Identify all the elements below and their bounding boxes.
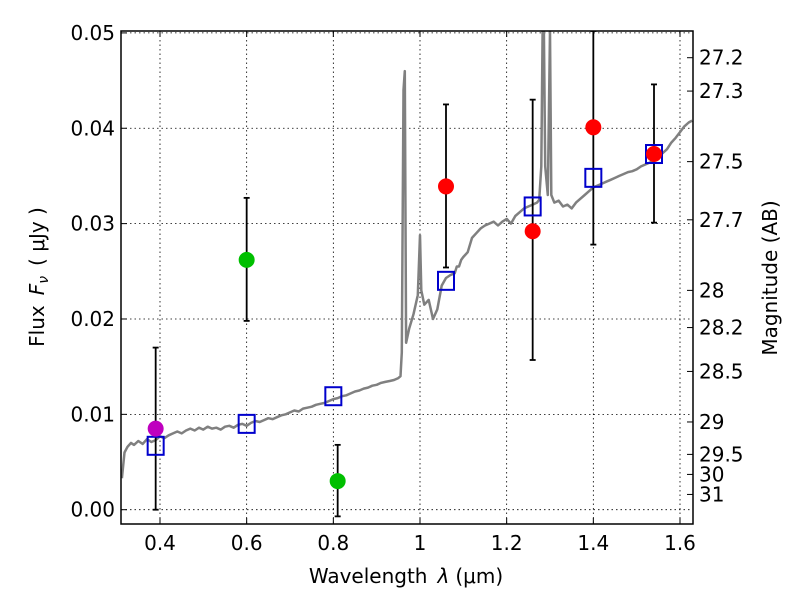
- y-tick-label: 0.04: [70, 116, 115, 140]
- x-tick-label: 1.4: [577, 531, 609, 555]
- magnitude-tick-label: 27.2: [699, 46, 744, 70]
- observed-point: [329, 473, 346, 490]
- magnitude-tick-label: 27.3: [699, 79, 744, 103]
- x-tick-label: 0.6: [231, 531, 263, 555]
- model-band-square: [324, 386, 343, 407]
- observed-point: [524, 223, 541, 240]
- y-tick-label: 0.01: [70, 402, 115, 426]
- y-axis-subscript: ν: [36, 276, 52, 284]
- x-tick-label: 1: [414, 531, 427, 555]
- y2-axis-label: Magnitude (AB): [758, 200, 782, 355]
- model-band-square: [237, 413, 256, 434]
- spectrum-line: [121, 31, 693, 479]
- y-tick-label: 0.05: [70, 21, 115, 45]
- magnitude-tick-label: 29.5: [699, 442, 744, 466]
- x-tick-label: 0.8: [317, 531, 349, 555]
- magnitude-tick-label: 27.5: [699, 150, 744, 174]
- observed-point: [585, 119, 602, 136]
- x-tick-label: 1.2: [491, 531, 523, 555]
- magnitude-tick-label: 28.2: [699, 316, 744, 340]
- x-axis-ticks: 0.4 0.6 0.8 1 1.2 1.4 1.6: [144, 31, 696, 555]
- x-axis-label-text: Wavelength: [309, 564, 428, 588]
- x-axis-symbol: λ: [437, 564, 450, 588]
- y-axis-ticks: 0.00 0.01 0.02 0.03 0.04 0.05: [70, 21, 127, 522]
- model-spectrum: [121, 31, 693, 479]
- y-tick-label: 0.02: [70, 307, 115, 331]
- y-axis-label: Flux Fν ( μJy ): [25, 207, 52, 347]
- x-axis-label: Wavelength λ (μm): [309, 564, 503, 588]
- observed-point: [438, 178, 454, 195]
- model-band-square: [584, 167, 603, 188]
- model-band-square: [146, 435, 165, 456]
- model-band-square: [437, 270, 455, 291]
- x-tick-label: 0.4: [144, 531, 176, 555]
- observed-point: [238, 251, 255, 268]
- observed-point: [147, 420, 164, 437]
- y-tick-label: 0.03: [70, 212, 115, 236]
- x-tick-label: 1.6: [664, 531, 696, 555]
- y-axis-symbol: F: [25, 283, 49, 295]
- y-axis-unit: ( μJy ): [25, 207, 49, 266]
- magnitude-tick-label: 29: [699, 410, 724, 434]
- observed-flux-points: [147, 119, 662, 490]
- observed-point: [646, 146, 662, 163]
- x-axis-unit: (μm): [455, 564, 503, 588]
- y-tick-label: 0.00: [70, 498, 115, 522]
- plot-frame: [120, 30, 694, 525]
- magnitude-tick-label: 28.5: [699, 359, 744, 383]
- magnitude-tick-label: 30: [699, 462, 724, 486]
- magnitude-tick-label: 28: [699, 278, 724, 302]
- magnitude-tick-label: 27.7: [699, 208, 744, 232]
- y-axis-label-text: Flux: [25, 305, 49, 347]
- magnitude-tick-label: 31: [699, 482, 724, 506]
- grid-lines: [121, 31, 693, 524]
- model-band-square: [523, 196, 542, 217]
